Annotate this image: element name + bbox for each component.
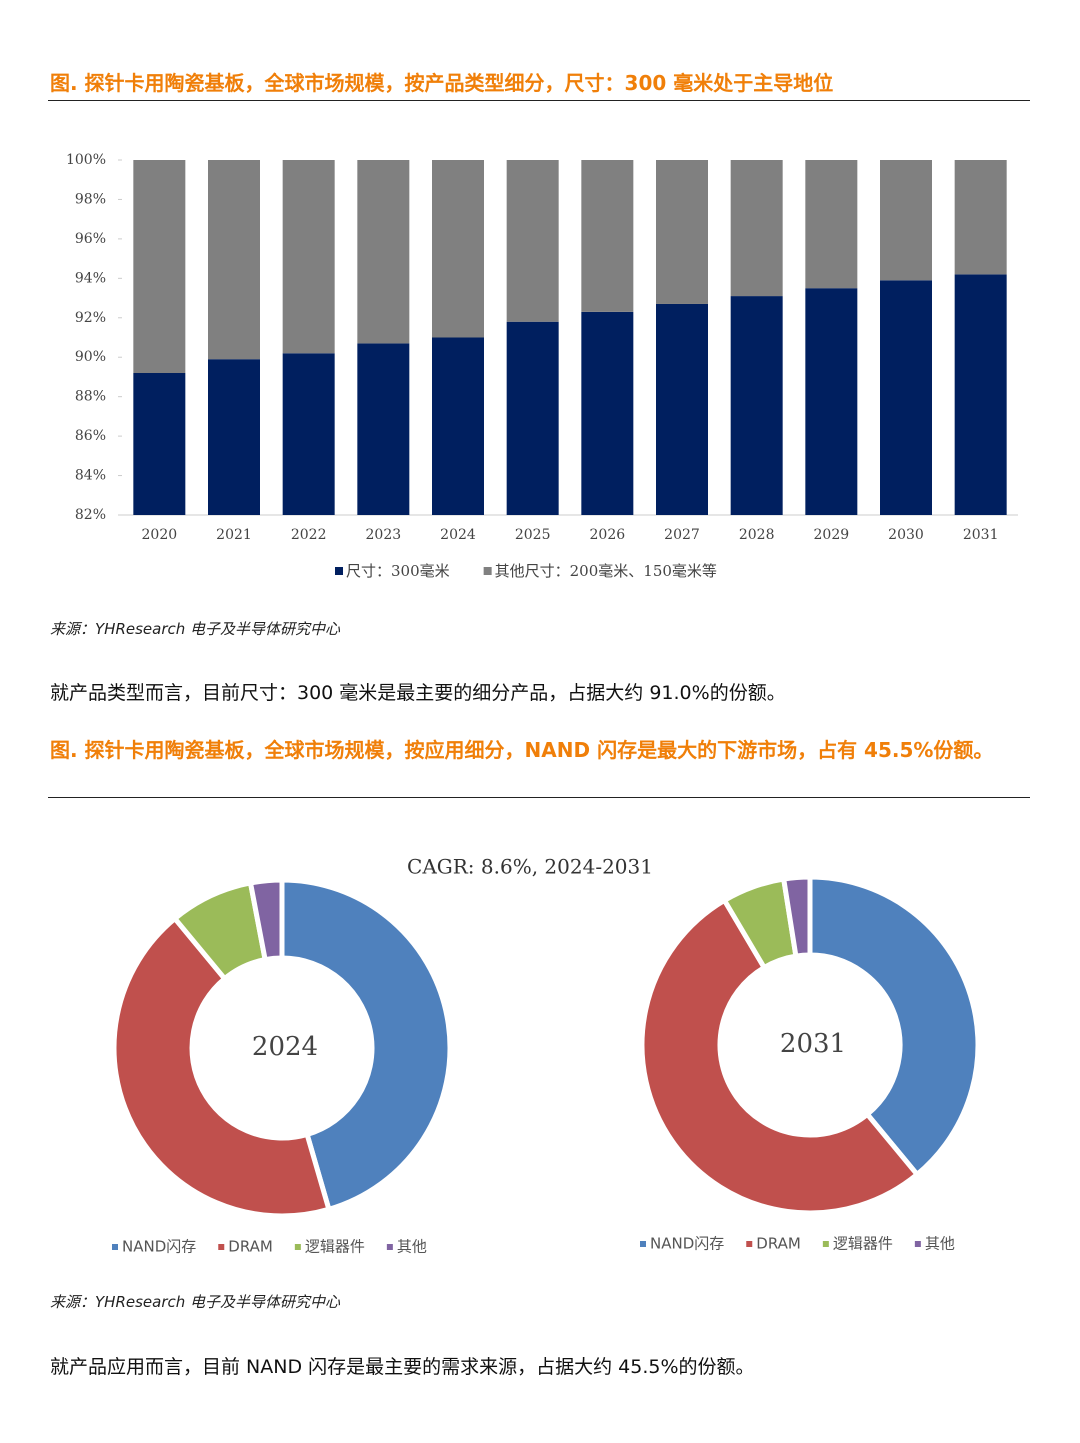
- bar-segment: [357, 160, 410, 344]
- legend-label: 逻辑器件: [305, 1238, 365, 1256]
- center-label: 2031: [780, 1029, 846, 1059]
- bar-segment: [506, 321, 559, 515]
- y-tick-label: 90%: [75, 349, 106, 365]
- legend-label: 尺寸：300毫米: [346, 562, 450, 580]
- x-tick-label: 2021: [216, 527, 252, 543]
- legend-label: NAND闪存: [650, 1235, 724, 1253]
- bar-segment: [656, 303, 708, 515]
- title-rule: [48, 100, 1030, 101]
- legend-swatch: [640, 1241, 646, 1247]
- donut-slice: [780, 874, 813, 959]
- donut-slice: [111, 915, 332, 1219]
- bar-segment: [581, 160, 634, 312]
- legend-swatch: [822, 1241, 829, 1247]
- bar-segment: [954, 160, 1007, 275]
- x-tick-label: 2031: [963, 527, 999, 543]
- bar-segment: [805, 160, 858, 289]
- legend-swatch: [746, 1241, 753, 1247]
- x-tick-label: 2028: [739, 527, 775, 543]
- paragraph: 就产品类型而言，目前尺寸：300 毫米是最主要的细分产品，占据大约 91.0%的…: [50, 682, 786, 704]
- legend-swatch: [335, 567, 343, 575]
- y-tick-label: 100%: [66, 152, 106, 168]
- bar-segment: [880, 280, 932, 515]
- x-tick-label: 2027: [664, 527, 700, 543]
- bar-segment: [133, 160, 186, 373]
- legend-label: NAND闪存: [122, 1238, 196, 1256]
- title-rule: [48, 797, 1030, 798]
- donut-slice: [279, 877, 453, 1213]
- y-tick-label: 84%: [75, 468, 106, 484]
- legend-swatch: [294, 1244, 301, 1250]
- y-tick-label: 94%: [75, 270, 106, 286]
- y-tick-label: 86%: [75, 428, 106, 444]
- bar-segment: [133, 373, 186, 515]
- donut-slice: [639, 896, 921, 1216]
- annotation: CAGR: 8.6%, 2024-2031: [407, 855, 653, 879]
- bar-segment: [656, 160, 708, 304]
- paragraph: 就产品应用而言，目前 NAND 闪存是最主要的需求来源，占据大约 45.5%的份…: [50, 1356, 755, 1378]
- legend-label: 其他尺寸：200毫米、150毫米等: [495, 562, 717, 580]
- bar-segment: [730, 296, 783, 515]
- center-label: 2024: [252, 1032, 318, 1062]
- y-tick-label: 88%: [75, 389, 106, 405]
- y-tick-label: 98%: [75, 191, 106, 207]
- bar-segment: [282, 353, 335, 515]
- legend-label: 逻辑器件: [833, 1235, 893, 1253]
- donut-slice: [807, 874, 981, 1178]
- bar-segment: [432, 160, 484, 338]
- x-tick-label: 2026: [590, 527, 626, 543]
- bar-segment: [357, 343, 410, 515]
- y-tick-label: 96%: [75, 231, 106, 247]
- legend-label: DRAM: [228, 1238, 273, 1256]
- y-tick-label: 82%: [75, 507, 106, 523]
- x-tick-label: 2022: [291, 527, 327, 543]
- bar-segment: [506, 160, 559, 322]
- bar-segment: [581, 311, 634, 515]
- x-tick-label: 2025: [515, 527, 551, 543]
- bar-segment: [805, 288, 858, 515]
- bar-segment: [432, 337, 484, 515]
- source-note: 来源：YHResearch 电子及半导体研究中心: [50, 1293, 341, 1311]
- x-tick-label: 2024: [440, 527, 476, 543]
- x-tick-label: 2020: [142, 527, 178, 543]
- legend-swatch: [386, 1244, 393, 1250]
- x-tick-label: 2029: [814, 527, 850, 543]
- bar-segment: [208, 160, 260, 360]
- figure-title: 图. 探针卡用陶瓷基板，全球市场规模，按产品类型细分，尺寸：300 毫米处于主导…: [50, 71, 834, 95]
- legend-label: 其他: [397, 1238, 427, 1256]
- source-note: 来源：YHResearch 电子及半导体研究中心: [50, 620, 341, 638]
- legend-swatch: [218, 1244, 225, 1250]
- y-tick-label: 92%: [75, 310, 106, 326]
- legend-swatch: [112, 1244, 118, 1250]
- x-tick-label: 2030: [888, 527, 924, 543]
- legend-swatch: [483, 567, 492, 575]
- figure-title: 图. 探针卡用陶瓷基板，全球市场规模，按应用细分，NAND 闪存是最大的下游市场…: [50, 738, 994, 762]
- legend-label: 其他: [925, 1235, 955, 1253]
- legend-swatch: [914, 1241, 921, 1247]
- donut-slice: [247, 877, 285, 963]
- x-tick-label: 2023: [366, 527, 402, 543]
- bar-segment: [282, 160, 335, 354]
- bar-segment: [954, 274, 1007, 515]
- bar-segment: [880, 160, 932, 281]
- bar-segment: [208, 359, 260, 515]
- legend-label: DRAM: [756, 1235, 801, 1253]
- bar-segment: [730, 160, 783, 297]
